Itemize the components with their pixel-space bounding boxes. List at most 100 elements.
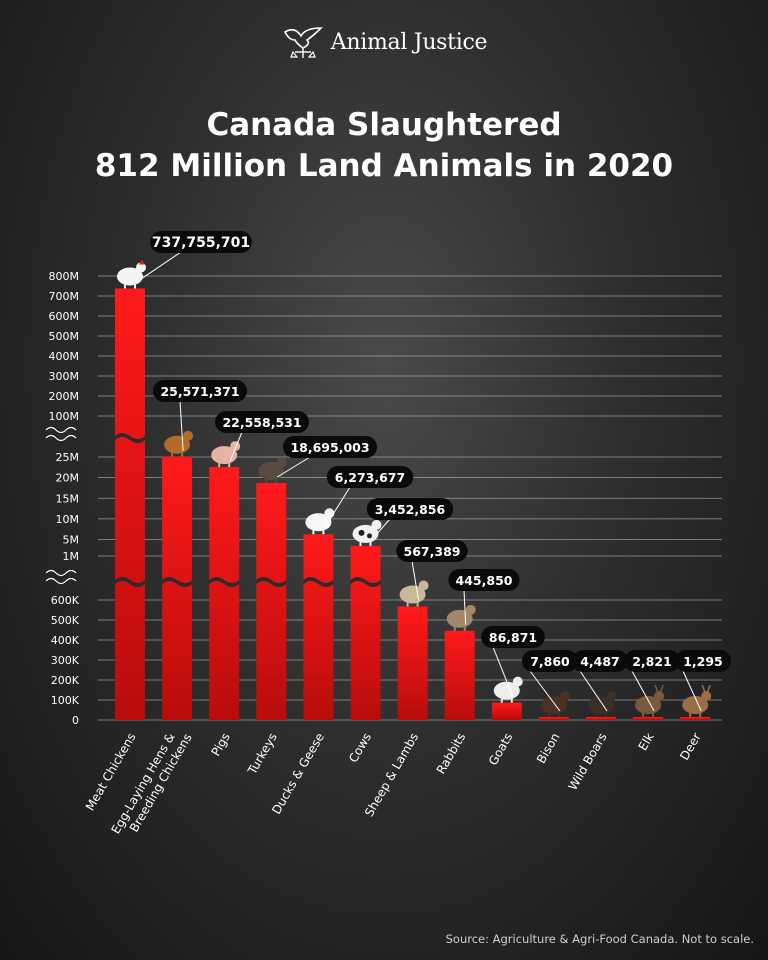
elk-icon bbox=[635, 684, 665, 717]
page-title: Canada Slaughtered 812 Million Land Anim… bbox=[0, 105, 768, 187]
category-label: Elk bbox=[636, 730, 657, 753]
bar bbox=[115, 288, 145, 720]
leader-line bbox=[579, 670, 608, 712]
y-axis-ticks: 800M 700M 600M 500M 400M 300M 200M 100M 25M 20M 15… bbox=[49, 270, 80, 727]
sheep-icon bbox=[399, 580, 429, 607]
value-label-pill bbox=[522, 650, 578, 672]
value-labels: 737,755,701 25,571,371 22,558,531 18,695,00… bbox=[135, 231, 731, 712]
y-tick-label: 15M bbox=[56, 492, 80, 505]
axis-break-mark bbox=[45, 569, 77, 577]
category-label: Ducks & Geese bbox=[269, 731, 327, 817]
value-label-pill bbox=[215, 411, 309, 433]
value-label-pill bbox=[572, 650, 628, 672]
category-label: Deer bbox=[677, 730, 704, 762]
bar bbox=[633, 717, 664, 720]
value-label: 1,295 bbox=[683, 654, 723, 669]
axis-break-mark bbox=[45, 426, 77, 434]
chicken-icon bbox=[117, 259, 146, 289]
axis-break-mark bbox=[45, 434, 77, 442]
category-label: Sheep & Lambs bbox=[362, 731, 421, 820]
category-label: Rabbits bbox=[434, 731, 469, 777]
category-label: Bison bbox=[534, 731, 563, 766]
y-tick-label: 25M bbox=[56, 451, 80, 464]
title-line-1: Canada Slaughtered bbox=[206, 107, 562, 143]
bar bbox=[444, 630, 475, 720]
value-label-pill bbox=[283, 436, 377, 458]
y-tick-label: 400M bbox=[49, 350, 80, 363]
y-tick-label: 1M bbox=[63, 550, 80, 563]
value-label: 4,487 bbox=[580, 654, 620, 669]
leader-line bbox=[529, 670, 561, 712]
leader-line bbox=[229, 431, 243, 462]
axis-breaks bbox=[45, 426, 77, 585]
y-tick-label: 500M bbox=[49, 330, 80, 343]
bar bbox=[256, 483, 287, 720]
bar bbox=[350, 545, 381, 720]
leader-line bbox=[463, 589, 467, 625]
value-label: 737,755,701 bbox=[152, 235, 250, 251]
turkey-icon bbox=[258, 457, 288, 484]
bar-break bbox=[209, 577, 240, 587]
y-tick-label: 700M bbox=[49, 290, 80, 303]
value-label-pill bbox=[366, 498, 454, 520]
bison-icon bbox=[540, 691, 570, 717]
title-line-2: 812 Million Land Animals in 2020 bbox=[94, 148, 674, 184]
y-tick-label: 10M bbox=[56, 513, 80, 526]
source-note: Source: Agriculture & Agri-Food Canada. … bbox=[445, 932, 754, 946]
deer-icon bbox=[682, 684, 712, 717]
bar bbox=[162, 456, 193, 720]
hen-icon bbox=[164, 430, 194, 457]
value-label: 7,860 bbox=[530, 654, 570, 669]
leader-line bbox=[631, 670, 655, 712]
dove-scales-icon bbox=[283, 27, 323, 58]
category-label: Pigs bbox=[209, 731, 233, 759]
value-label-pill bbox=[326, 466, 414, 488]
bar-break bbox=[115, 577, 145, 587]
category-label: Goats bbox=[486, 731, 516, 768]
leader-line bbox=[277, 456, 311, 478]
pig-icon bbox=[211, 441, 241, 468]
bar bbox=[586, 717, 616, 720]
bar bbox=[491, 702, 522, 720]
boar-icon bbox=[588, 691, 617, 717]
y-tick-label: 5M bbox=[63, 534, 80, 547]
value-label: 22,558,531 bbox=[222, 415, 301, 430]
goose-icon bbox=[305, 508, 335, 535]
value-label-pill bbox=[448, 569, 520, 591]
bar bbox=[397, 606, 428, 720]
value-label-pill bbox=[624, 650, 680, 672]
value-label: 445,850 bbox=[456, 573, 513, 588]
y-tick-label: 200K bbox=[51, 674, 80, 687]
bar bbox=[209, 467, 240, 720]
leader-line bbox=[411, 560, 420, 601]
y-tick-label: 500K bbox=[51, 614, 80, 627]
leader-line bbox=[135, 251, 182, 283]
bar bbox=[538, 717, 569, 720]
bar-break bbox=[256, 577, 287, 587]
leader-line bbox=[371, 518, 391, 541]
value-label-pill bbox=[675, 650, 731, 672]
y-tick-label: 400K bbox=[51, 634, 80, 647]
y-tick-label: 100M bbox=[49, 410, 80, 423]
category-label: Wild Boars bbox=[566, 731, 610, 793]
y-tick-label: 600M bbox=[49, 310, 80, 323]
value-label: 567,389 bbox=[404, 544, 461, 559]
goat-icon bbox=[493, 676, 523, 703]
bar bbox=[680, 717, 711, 720]
leader-line bbox=[682, 670, 702, 712]
bar-break bbox=[162, 577, 193, 587]
bar-break bbox=[115, 433, 145, 443]
bar-break bbox=[303, 577, 334, 587]
value-label: 2,821 bbox=[632, 654, 672, 669]
bars bbox=[115, 288, 711, 720]
y-tick-label: 300M bbox=[49, 370, 80, 383]
y-tick-label: 100K bbox=[51, 694, 80, 707]
value-label-pill bbox=[153, 380, 247, 402]
bar-break bbox=[350, 577, 381, 587]
y-tick-label: 600K bbox=[51, 594, 80, 607]
y-tick-label: 200M bbox=[49, 390, 80, 403]
value-label-pill bbox=[396, 540, 468, 562]
brand-name: Animal Justice bbox=[330, 29, 488, 55]
value-label: 86,871 bbox=[489, 630, 537, 645]
